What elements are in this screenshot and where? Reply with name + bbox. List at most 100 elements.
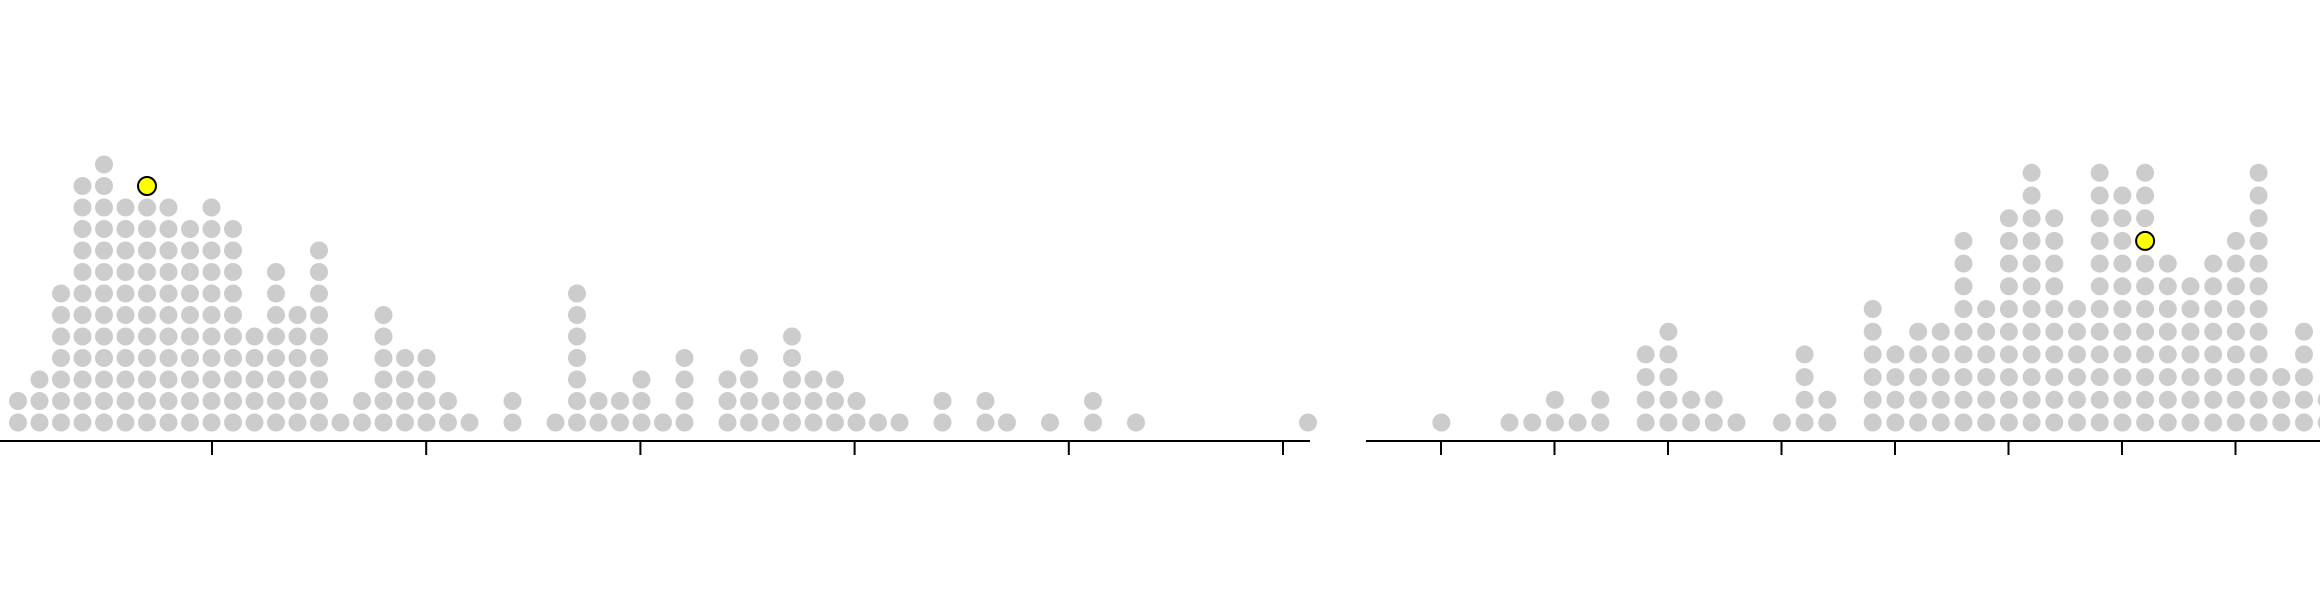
data-point [2272, 390, 2291, 409]
data-point [740, 370, 758, 389]
data-point [116, 284, 135, 303]
data-point [159, 220, 178, 238]
data-point [2317, 393, 2320, 406]
data-point [2090, 300, 2109, 318]
data-point [2136, 390, 2155, 409]
data-point [2136, 322, 2155, 341]
data-point [1500, 413, 1519, 432]
data-point [116, 413, 135, 432]
data-point [1568, 413, 1587, 432]
data-point [52, 349, 70, 367]
data-point [374, 349, 393, 367]
data-point [30, 413, 49, 432]
data-point [2022, 231, 2041, 250]
data-point [310, 349, 328, 367]
data-point [1523, 413, 1542, 432]
data-point [95, 155, 113, 174]
data-point [1704, 413, 1723, 432]
data-point [310, 306, 328, 324]
data-point [1591, 390, 1610, 409]
data-point [2045, 390, 2064, 409]
data-point [9, 413, 27, 432]
data-point [1931, 368, 1950, 387]
data-point [1977, 368, 1996, 387]
data-point [439, 413, 457, 432]
data-point [1863, 345, 1882, 364]
data-point [546, 413, 565, 432]
data-point [2249, 209, 2268, 228]
data-point [804, 392, 823, 410]
data-point [310, 327, 328, 346]
data-point [2249, 277, 2268, 296]
data-point [1931, 345, 1950, 364]
data-point [1954, 390, 1973, 409]
left-dot-plot [0, 155, 1317, 455]
data-point [202, 306, 221, 324]
data-point [159, 241, 178, 260]
data-point [2045, 345, 2064, 364]
data-point [976, 413, 995, 432]
data-point [73, 392, 92, 410]
data-point [1682, 390, 1701, 409]
data-point [310, 263, 328, 281]
data-point [2226, 413, 2245, 432]
data-point [52, 306, 70, 324]
data-point [2068, 413, 2086, 432]
data-point [2181, 413, 2200, 432]
data-point [52, 392, 70, 410]
data-point [2158, 300, 2177, 318]
data-point [1659, 368, 1678, 387]
data-point [116, 370, 135, 389]
data-point [2136, 163, 2155, 182]
data-point [2136, 345, 2155, 364]
data-point [267, 413, 285, 432]
data-point [740, 413, 758, 432]
data-point [202, 413, 221, 432]
data-point [568, 284, 586, 303]
data-point [2022, 368, 2041, 387]
data-point [611, 392, 629, 410]
data-point [353, 413, 371, 432]
data-point [675, 392, 694, 410]
data-point [2272, 368, 2291, 387]
data-point [202, 370, 221, 389]
data-point [568, 349, 586, 367]
data-point [417, 349, 436, 367]
data-point [826, 370, 844, 389]
data-point [847, 392, 866, 410]
data-point [503, 413, 522, 432]
data-point [2158, 345, 2177, 364]
data-point [1863, 300, 1882, 318]
data-point [159, 349, 178, 367]
data-point [2022, 322, 2041, 341]
data-point [2022, 186, 2041, 205]
data-point [460, 413, 479, 432]
data-point [73, 349, 92, 367]
data-point [267, 306, 285, 324]
data-point [95, 349, 113, 367]
data-point [396, 349, 414, 367]
data-point [267, 327, 285, 346]
data-point [2249, 390, 2268, 409]
data-point [2045, 413, 2064, 432]
data-point [138, 263, 156, 281]
data-point [2204, 413, 2223, 432]
data-point [73, 198, 92, 217]
data-point [288, 392, 307, 410]
data-point [138, 284, 156, 303]
data-point [1041, 413, 1059, 432]
data-point [568, 370, 586, 389]
data-point [224, 263, 242, 281]
data-point [2113, 231, 2132, 250]
data-point [2136, 300, 2155, 318]
data-point [2090, 277, 2109, 296]
data-point [95, 241, 113, 260]
data-point [2249, 254, 2268, 273]
data-point [632, 392, 651, 410]
data-point [783, 413, 801, 432]
data-point [159, 392, 178, 410]
data-point [1954, 322, 1973, 341]
data-point [2136, 277, 2155, 296]
data-point [245, 392, 264, 410]
